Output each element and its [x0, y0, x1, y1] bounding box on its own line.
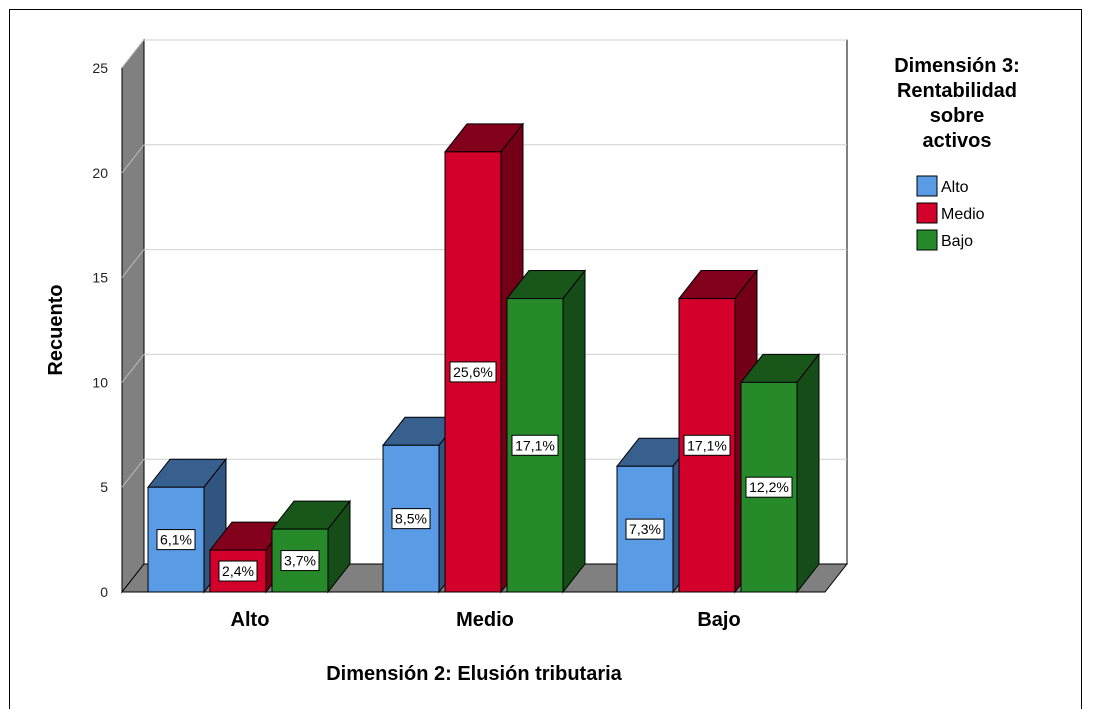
- legend-swatch: [916, 175, 938, 197]
- legend-label: Alto: [941, 179, 969, 196]
- bar-side: [796, 352, 820, 594]
- y-tick-label: 20: [92, 165, 108, 181]
- gridline-side: [121, 458, 145, 488]
- data-label-box: [625, 518, 665, 540]
- data-label-box: [280, 550, 320, 572]
- data-label: 7,3%: [629, 521, 661, 537]
- gridline-side: [121, 354, 145, 383]
- x-tick-label: Bajo: [697, 609, 740, 631]
- data-label-box: [156, 529, 196, 551]
- data-label-box: [391, 508, 431, 530]
- data-label: 25,6%: [453, 364, 493, 380]
- legend-title-line: Rentabilidad: [897, 80, 1017, 102]
- gridline-side: [121, 39, 145, 69]
- legend-swatch: [916, 229, 938, 251]
- y-axis-title: Recuento: [45, 284, 67, 375]
- x-tick-label: Alto: [231, 609, 270, 631]
- legend-title-line: sobre: [930, 105, 984, 127]
- data-label-box: [511, 434, 559, 456]
- y-tick-label: 10: [92, 374, 108, 390]
- data-label-box: [449, 361, 497, 383]
- data-label: 8,5%: [395, 511, 427, 527]
- y-tick-label: 25: [92, 60, 108, 76]
- data-label: 17,1%: [687, 437, 727, 453]
- chart-frame: [9, 9, 1082, 709]
- legend-title-line: Dimensión 3:: [894, 55, 1020, 77]
- data-label: 17,1%: [515, 437, 555, 453]
- gridline-side: [121, 144, 145, 174]
- bar-side: [562, 269, 586, 594]
- side-wall: [121, 38, 145, 594]
- data-label: 2,4%: [222, 563, 254, 579]
- data-label-box: [683, 434, 731, 456]
- legend-swatch: [916, 202, 938, 224]
- legend-label: Bajo: [941, 233, 973, 250]
- data-label: 6,1%: [160, 532, 192, 548]
- data-label-box: [218, 560, 258, 582]
- data-label: 12,2%: [749, 479, 789, 495]
- y-tick-label: 15: [92, 270, 108, 286]
- data-label: 3,7%: [284, 553, 316, 569]
- data-label-box: [745, 476, 793, 498]
- y-tick-label: 5: [100, 479, 108, 495]
- gridline-side: [121, 249, 145, 278]
- x-tick-label: Medio: [456, 609, 514, 631]
- legend-title-line: activos: [923, 130, 992, 152]
- x-axis-title: Dimensión 2: Elusión tributaria: [326, 663, 622, 685]
- legend-label: Medio: [941, 206, 985, 223]
- y-tick-label: 0: [100, 584, 108, 600]
